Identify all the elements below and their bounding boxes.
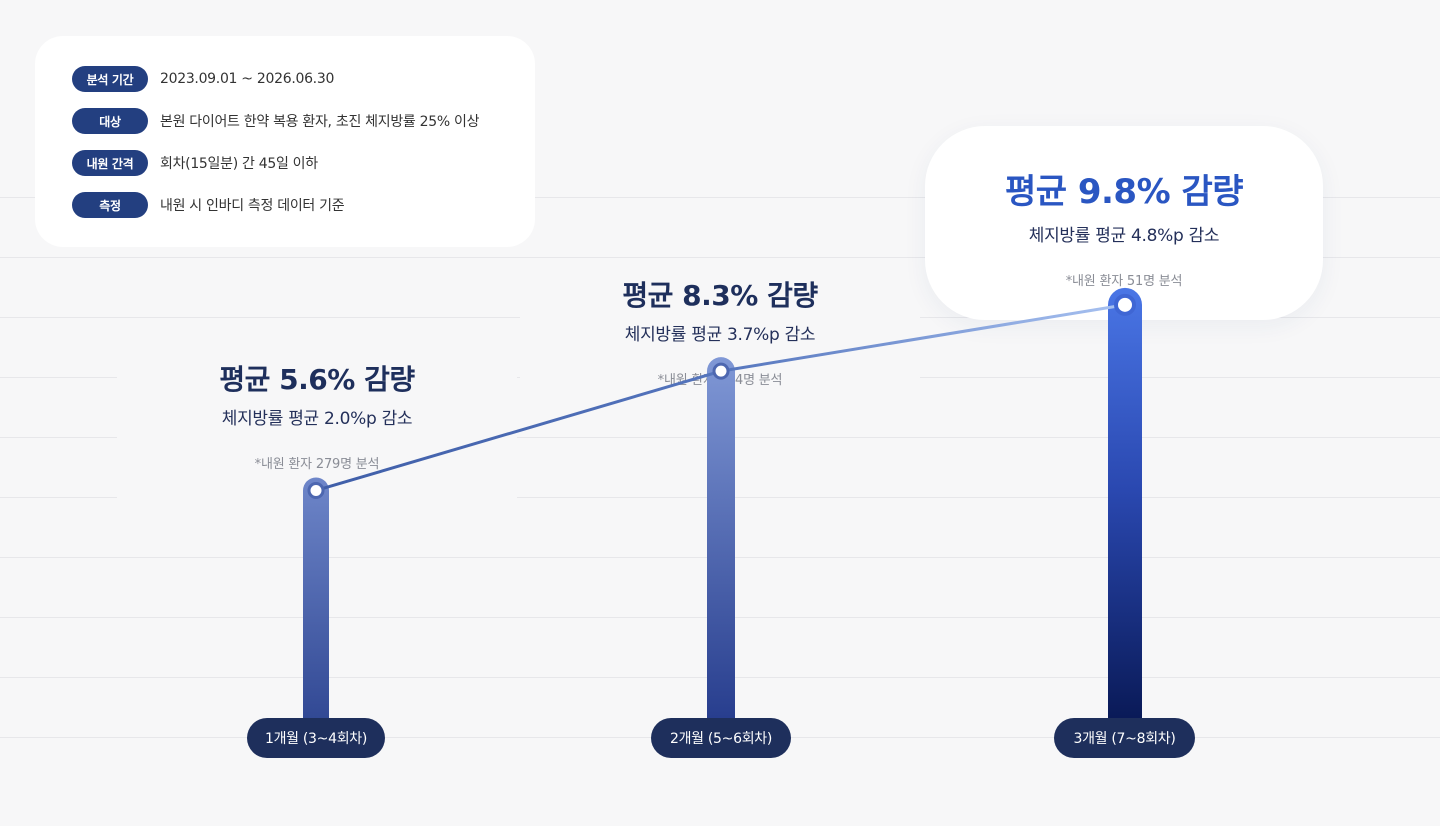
- callout-headline: 평균 5.6% 감량: [219, 363, 415, 396]
- bar: [1108, 287, 1142, 738]
- x-tick-label: 3개월 (7~8회차): [1054, 718, 1195, 758]
- info-badge: 분석 기간: [72, 66, 148, 92]
- info-badge: 내원 간격: [72, 150, 148, 176]
- info-badge: 대상: [72, 108, 148, 134]
- info-row-measurement: 측정 내원 시 인바디 측정 데이터 기준: [72, 191, 345, 219]
- data-point: [712, 362, 730, 380]
- callout-month-3: 평균 9.8% 감량 체지방률 평균 4.8%p 감소 *내원 환자 51명 분…: [925, 126, 1323, 320]
- info-badge: 측정: [72, 192, 148, 218]
- callout-subtext: 체지방률 평균 2.0%p 감소: [221, 409, 413, 429]
- callout-month-1: 평균 5.6% 감량 체지방률 평균 2.0%p 감소 *내원 환자 279명 …: [117, 340, 517, 500]
- callout-subtext: 체지방률 평균 4.8%p 감소: [1028, 226, 1220, 246]
- data-point: [307, 481, 325, 499]
- info-row-interval: 내원 간격 회차(15일분) 간 45일 이하: [72, 149, 318, 177]
- callout-note: *내원 환자 279명 분석: [254, 457, 380, 472]
- callout-headline: 평균 8.3% 감량: [622, 279, 818, 312]
- x-tick-label: 1개월 (3~4회차): [247, 718, 385, 758]
- gridline: [0, 197, 1440, 198]
- bar: [303, 477, 329, 738]
- callout-note: *내원 환자 51명 분석: [1065, 274, 1183, 289]
- info-text: 2023.09.01 ~ 2026.06.30: [160, 71, 335, 87]
- info-text: 회차(15일분) 간 45일 이하: [160, 156, 318, 172]
- info-row-target: 대상 본원 다이어트 한약 복용 환자, 초진 체지방률 25% 이상: [72, 107, 479, 135]
- info-text: 내원 시 인바디 측정 데이터 기준: [160, 198, 345, 214]
- analysis-info-card: 분석 기간 2023.09.01 ~ 2026.06.30 대상 본원 다이어트…: [35, 36, 535, 247]
- callout-subtext: 체지방률 평균 3.7%p 감소: [624, 325, 816, 345]
- bar: [707, 357, 735, 738]
- data-point: [1114, 293, 1136, 316]
- x-tick-label: 2개월 (5~6회차): [651, 718, 791, 758]
- callout-headline: 평균 9.8% 감량: [1004, 172, 1244, 212]
- info-text: 본원 다이어트 한약 복용 환자, 초진 체지방률 25% 이상: [160, 114, 480, 130]
- gridline: [0, 257, 1440, 258]
- info-row-period: 분석 기간 2023.09.01 ~ 2026.06.30: [72, 65, 334, 93]
